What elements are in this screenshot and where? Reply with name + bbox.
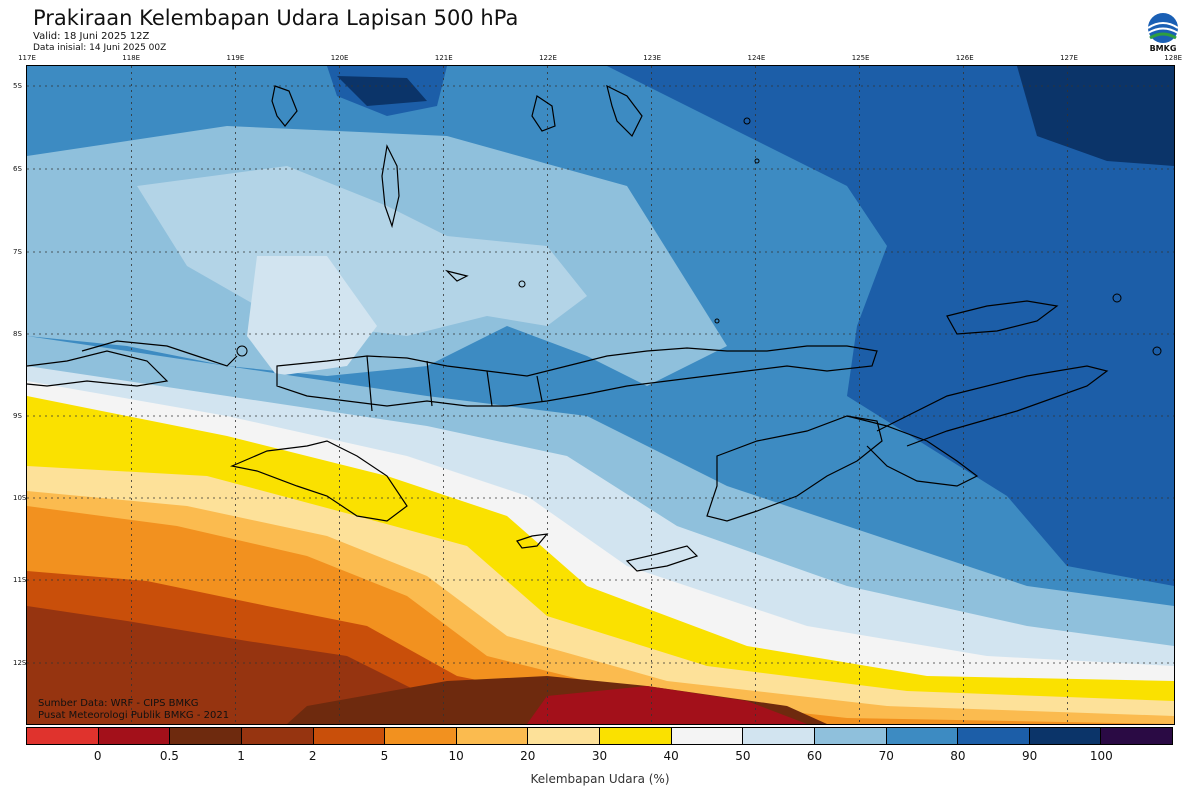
colorbar-label: 60 xyxy=(806,749,823,763)
colorbar-swatch xyxy=(27,728,99,744)
lat-tick-label: 10S xyxy=(13,494,27,502)
logo-text: BMKG xyxy=(1149,44,1177,53)
colorbar-swatch xyxy=(241,728,314,744)
colorbar-label: 40 xyxy=(663,749,679,763)
colorbar-swatch xyxy=(528,728,600,744)
map-title: Prakiraan Kelembapan Udara Lapisan 500 h… xyxy=(33,6,519,30)
colorbar-swatch xyxy=(600,728,672,744)
colorbar-label: 30 xyxy=(591,749,608,763)
bmkg-logo-icon xyxy=(1147,13,1179,43)
valid-time: Valid: 18 Juni 2025 12Z xyxy=(33,31,150,42)
humidity-map[interactable] xyxy=(26,65,1175,725)
credits-source: Sumber Data: WRF - CIPS BMKG xyxy=(38,698,199,709)
lon-tick-label: 121E xyxy=(434,54,453,62)
colorbar-title: Kelembapan Udara (%) xyxy=(530,772,670,786)
lat-tick-label: 5S xyxy=(13,82,22,90)
colorbar-label: 80 xyxy=(950,749,966,763)
colorbar-swatch xyxy=(456,728,529,744)
colorbar-swatch xyxy=(743,728,815,744)
colorbar-label: 0.5 xyxy=(159,749,179,763)
colorbar-swatch xyxy=(170,728,242,744)
colorbar-swatch xyxy=(98,728,171,744)
colorbar-label: 100 xyxy=(1089,749,1113,763)
humidity-colorbar xyxy=(26,727,1173,745)
colorbar-label: 1 xyxy=(237,749,245,763)
colorbar-swatch xyxy=(671,728,744,744)
colorbar-label: 70 xyxy=(878,749,894,763)
lat-tick-label: 6S xyxy=(13,165,22,173)
colorbar-label: 50 xyxy=(735,749,751,763)
lon-tick-label: 122E xyxy=(539,54,557,62)
colorbar-swatch xyxy=(1101,728,1172,744)
lon-tick-label: 127E xyxy=(1060,54,1078,62)
lat-tick-label: 11S xyxy=(13,576,27,584)
lat-tick-label: 12S xyxy=(13,659,27,667)
init-time: Data inisial: 14 Juni 2025 00Z xyxy=(33,43,167,53)
colorbar-label: 2 xyxy=(308,749,317,763)
lon-tick-label: 117E xyxy=(18,54,36,62)
lon-tick-label: 126E xyxy=(955,54,974,62)
lat-tick-label: 7S xyxy=(13,248,22,256)
colorbar-swatch xyxy=(385,728,457,744)
lat-tick-label: 8S xyxy=(13,330,22,338)
colorbar-label: 5 xyxy=(380,749,389,763)
colorbar-label: 10 xyxy=(448,749,464,763)
lon-tick-label: 120E xyxy=(330,54,349,62)
lon-tick-label: 128E xyxy=(1164,54,1183,62)
lon-tick-label: 125E xyxy=(851,54,870,62)
lon-tick-label: 123E xyxy=(643,54,662,62)
colorbar-label: 0 xyxy=(93,749,102,763)
colorbar-label: 20 xyxy=(520,749,536,763)
colorbar-swatch xyxy=(1029,728,1102,744)
credits: Sumber Data: WRF - CIPS BMKG Pusat Meteo… xyxy=(38,698,229,722)
lon-tick-label: 119E xyxy=(226,54,245,62)
lon-tick-label: 118E xyxy=(122,54,141,62)
colorbar-swatch xyxy=(886,728,959,744)
colorbar-swatch xyxy=(814,728,887,744)
colorbar-swatch xyxy=(313,728,386,744)
colorbar-swatch xyxy=(958,728,1030,744)
lon-tick-label: 124E xyxy=(747,54,766,62)
lat-tick-label: 9S xyxy=(13,412,22,420)
credits-org: Pusat Meteorologi Publik BMKG - 2021 xyxy=(38,710,230,721)
colorbar-label: 90 xyxy=(1021,749,1038,763)
